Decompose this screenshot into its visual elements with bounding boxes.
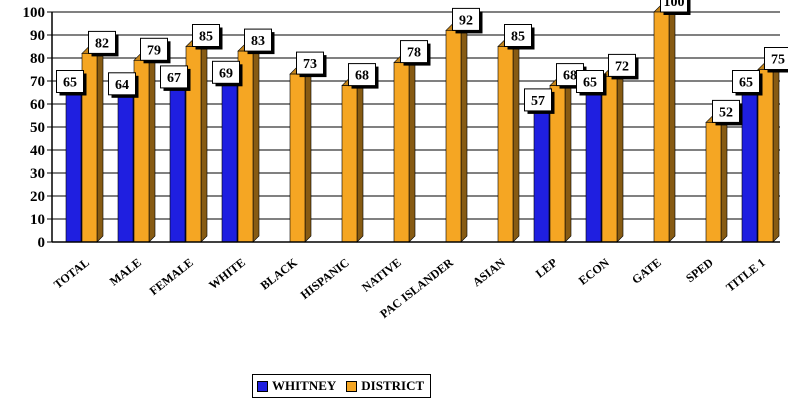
svg-text:65: 65 — [739, 76, 753, 91]
data-label: 75 — [764, 47, 788, 73]
x-tick-label: TOTAL — [51, 255, 92, 291]
data-label: 64 — [108, 72, 139, 98]
x-tick-label: BLACK — [258, 255, 301, 293]
svg-text:100: 100 — [664, 0, 685, 10]
data-label: 92 — [452, 7, 483, 34]
svg-text:79: 79 — [147, 43, 161, 58]
y-axis: 0 10 20 30 40 50 60 70 80 90 100 — [23, 5, 53, 251]
data-label: 69 — [212, 60, 243, 87]
bar-chart: 0 10 20 30 40 50 60 70 80 90 100 65 82 64 79 67 85 69 83 7… — [23, 0, 788, 321]
data-label: 79 — [140, 37, 171, 64]
data-label: 52 — [712, 99, 743, 126]
data-label: 57 — [524, 88, 555, 114]
bar-district — [497, 39, 520, 243]
svg-text:65: 65 — [583, 76, 597, 91]
legend-swatch-whitney — [257, 380, 268, 392]
data-label: 83 — [244, 28, 275, 55]
data-label: 73 — [296, 51, 327, 78]
svg-text:67: 67 — [167, 71, 181, 86]
legend-item-whitney: WHITNEY — [257, 378, 336, 394]
x-tick-label: TITLE 1 — [723, 255, 768, 294]
x-tick-label: HISPANIC — [298, 255, 352, 302]
data-label: 65 — [576, 70, 607, 96]
svg-text:78: 78 — [407, 46, 421, 61]
data-label: 85 — [504, 24, 535, 50]
bar-district — [445, 23, 468, 243]
svg-text:73: 73 — [303, 57, 317, 72]
bar-district — [81, 46, 104, 243]
y-tick-label: 60 — [30, 97, 45, 113]
svg-text:92: 92 — [459, 13, 473, 28]
bar-district — [393, 55, 416, 243]
legend-swatch-district — [346, 380, 358, 392]
svg-text:82: 82 — [95, 36, 109, 51]
x-tick-label: FEMALE — [147, 255, 196, 298]
data-labels: 65 82 64 79 67 85 69 83 73 68 78 92 85 57 68 65 72 100 52 6… — [56, 0, 788, 126]
data-label: 82 — [88, 30, 119, 57]
data-label: 72 — [608, 53, 639, 80]
x-tick-label: MALE — [107, 255, 144, 288]
y-tick-label: 30 — [30, 166, 45, 182]
y-tick-label: 80 — [30, 51, 45, 67]
bar-district — [705, 115, 728, 243]
svg-text:69: 69 — [219, 66, 233, 81]
svg-text:72: 72 — [615, 59, 629, 74]
svg-text:68: 68 — [563, 69, 577, 84]
bar-district — [133, 53, 156, 243]
x-tick-label: NATIVE — [359, 255, 404, 294]
x-tick-label: LEP — [533, 255, 560, 280]
bar-district — [601, 69, 624, 243]
x-tick-label: WHITE — [206, 255, 248, 292]
svg-text:75: 75 — [771, 53, 785, 68]
svg-text:57: 57 — [531, 94, 545, 109]
svg-text:83: 83 — [251, 34, 265, 49]
x-tick-label: ASIAN — [470, 255, 508, 289]
svg-text:68: 68 — [355, 69, 369, 84]
y-tick-label: 20 — [30, 189, 45, 205]
x-tick-label: SPED — [683, 255, 716, 285]
svg-text:65: 65 — [63, 76, 77, 91]
y-tick-label: 40 — [30, 143, 45, 159]
bar-district — [289, 67, 312, 243]
bar-district — [653, 5, 676, 243]
y-tick-label: 10 — [30, 212, 45, 228]
svg-text:85: 85 — [511, 30, 525, 45]
data-label: 100 — [660, 0, 691, 15]
legend-label-whitney: WHITNEY — [272, 378, 337, 393]
data-label: 65 — [732, 70, 763, 96]
svg-text:85: 85 — [199, 30, 213, 45]
data-label: 67 — [160, 65, 191, 91]
y-tick-label: 0 — [38, 235, 46, 251]
data-label: 68 — [348, 63, 379, 89]
y-tick-label: 70 — [30, 74, 45, 90]
data-label: 65 — [56, 70, 87, 96]
bar-district — [341, 78, 364, 243]
x-tick-label: ECON — [576, 255, 612, 288]
y-tick-label: 100 — [23, 5, 46, 21]
x-tick-label: GATE — [629, 255, 664, 286]
data-label: 78 — [400, 40, 431, 66]
legend-label-district: DISTRICT — [361, 378, 425, 393]
y-tick-label: 90 — [30, 28, 45, 44]
svg-text:64: 64 — [115, 78, 129, 93]
data-label: 85 — [192, 24, 223, 50]
svg-text:52: 52 — [719, 105, 733, 120]
legend-item-district: DISTRICT — [346, 378, 424, 394]
legend: WHITNEY DISTRICT — [252, 374, 432, 398]
bars — [65, 5, 780, 243]
y-tick-label: 50 — [30, 120, 45, 136]
